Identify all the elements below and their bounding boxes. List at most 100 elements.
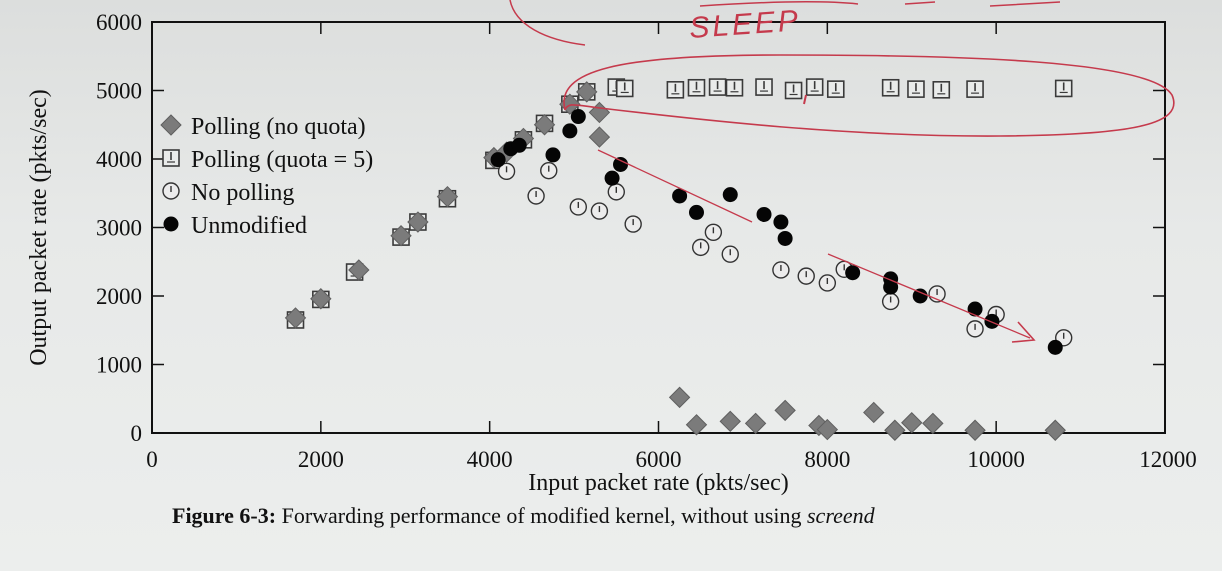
data-marks	[284, 78, 1073, 441]
ink-top-scribble-2	[904, 1, 1061, 7]
filled-circle-point	[722, 187, 738, 203]
diamond-gray-point	[863, 401, 885, 424]
ink-sleep-text: SLEEP	[688, 4, 802, 45]
legend-label: Unmodified	[191, 213, 307, 239]
diamond-gray-point	[816, 418, 839, 441]
filled-circle-point	[511, 137, 527, 153]
diamond-gray-point	[588, 126, 611, 148]
y-tick-label: 1000	[96, 353, 142, 378]
diamond-gray-point	[685, 414, 708, 436]
y-axis-label: Output packet rate (pkts/sec)	[26, 89, 52, 366]
legend-marker	[162, 182, 180, 200]
y-tick-label: 3000	[96, 216, 142, 241]
boxed-square-point	[725, 78, 744, 97]
diamond-gray-point	[922, 412, 944, 435]
open-circle-point	[881, 292, 900, 311]
filled-circle-point	[845, 265, 861, 281]
boxed-square-point	[881, 78, 900, 97]
diamond-gray-point	[901, 412, 923, 434]
filled-circle-point	[613, 156, 629, 172]
caption-text: Forwarding performance of modified kerne…	[281, 503, 802, 528]
figure-caption: Figure 6-3: Forwarding performance of mo…	[172, 503, 875, 529]
diamond-gray-point	[284, 307, 307, 329]
x-axis-label: Input packet rate (pkts/sec)	[528, 470, 789, 496]
diamond-gray-point	[533, 114, 556, 136]
filled-circle-point	[984, 313, 1000, 329]
boxed-square-point	[966, 80, 984, 98]
series-diamond-gray	[284, 81, 1066, 441]
diamond-gray-point	[719, 410, 741, 433]
filled-circle-point	[688, 204, 704, 220]
open-circle-point	[704, 223, 723, 241]
legend: Polling (no quota) Polling (quota = 5) No …	[160, 114, 373, 239]
diamond-gray-point	[436, 185, 459, 208]
boxed-square-point	[687, 78, 706, 97]
y-tick-label: 4000	[96, 147, 142, 172]
diamond-gray-point	[576, 81, 598, 103]
diamond-gray-point	[310, 288, 332, 310]
legend-label: No polling	[191, 180, 294, 206]
open-circle-point	[569, 198, 588, 216]
filled-circle-point	[756, 206, 772, 222]
open-circle-point	[797, 267, 815, 285]
filled-circle-point	[490, 152, 506, 168]
open-circle-point	[966, 320, 984, 338]
open-circle-point	[692, 238, 710, 257]
legend-label: Polling (quota = 5)	[191, 147, 373, 173]
x-tick-label: 10000	[967, 447, 1025, 472]
y-tick-label: 5000	[96, 79, 142, 104]
ink-loop	[563, 54, 1175, 137]
ink-arrow-1	[597, 149, 753, 223]
boxed-square-point	[708, 78, 727, 96]
open-circle-point	[497, 162, 516, 181]
filled-circle-point	[672, 188, 688, 204]
boxed-square-point	[805, 78, 824, 96]
scatter-chart: 0 2000 4000 6000 8000 10000 12000 0 1000 2000 3000…	[26, 0, 1197, 496]
x-tick-label: 8000	[804, 447, 850, 472]
diamond-gray-point	[964, 419, 986, 441]
diamond-gray-point	[774, 399, 796, 422]
filled-circle-point	[570, 109, 586, 125]
boxed-square-point	[907, 80, 925, 98]
axis-ticks	[151, 21, 1166, 434]
ink-curve	[509, 0, 586, 46]
open-circle-point	[772, 261, 790, 279]
y-tick-label: 0	[131, 421, 143, 446]
boxed-square-point	[1054, 79, 1073, 98]
boxed-square-point	[784, 81, 803, 100]
diamond-gray-point	[668, 386, 691, 409]
filled-circle-point	[562, 123, 578, 139]
x-tick-label: 12000	[1139, 447, 1197, 472]
open-circle-point	[590, 202, 609, 220]
diamond-gray-point	[744, 412, 767, 435]
legend-marker	[160, 114, 182, 136]
caption-emphasis: screend	[807, 503, 875, 528]
series-filled-circle	[490, 109, 1063, 355]
open-circle-point	[818, 274, 837, 292]
caption-number: Figure 6-3:	[172, 503, 277, 528]
diamond-gray-point	[884, 419, 906, 441]
legend-marker	[162, 149, 180, 167]
diamond-gray-point	[1044, 419, 1066, 441]
open-circle-point	[607, 183, 625, 201]
boxed-square-point	[615, 79, 634, 98]
open-circle-point	[721, 245, 739, 263]
y-tick-label: 6000	[96, 10, 142, 35]
ink-tick	[803, 94, 807, 105]
filled-circle-point	[604, 170, 620, 186]
filled-circle-point	[773, 214, 789, 230]
boxed-square-point	[826, 80, 845, 98]
boxed-square-point	[666, 81, 685, 99]
x-tick-label: 2000	[298, 447, 344, 472]
open-circle-point	[624, 215, 642, 233]
legend-marker	[163, 216, 179, 232]
diamond-gray-point	[407, 211, 429, 233]
ink-arrowhead	[1011, 321, 1036, 343]
filled-circle-point	[1047, 339, 1063, 355]
open-circle-point	[527, 187, 545, 205]
boxed-square-point	[932, 81, 951, 99]
ink-top-scribble	[699, 1, 859, 7]
diamond-gray-point	[588, 101, 611, 124]
x-tick-label: 4000	[467, 447, 513, 472]
